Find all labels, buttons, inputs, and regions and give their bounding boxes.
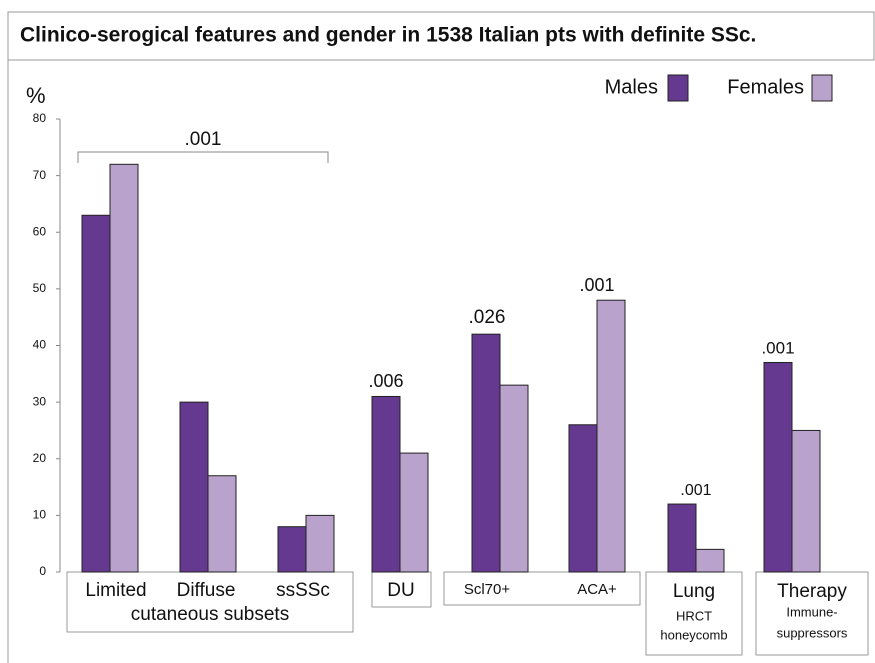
group-label: honeycomb [660,627,727,642]
bar [81,214,111,573]
bar [568,424,598,573]
annotation: .001 [761,338,794,357]
y-tick-label: 40 [33,338,47,352]
group-box [443,571,641,606]
bar [596,299,626,573]
annotation: .006 [368,371,403,391]
annotation: .001 [579,275,614,295]
annotation: .001 [185,129,222,150]
title-frame [7,11,875,61]
y-tick-label: 10 [33,508,47,522]
legend-label: Females [727,76,804,98]
bar [399,452,429,573]
chart-title: Clinico-serogical features and gender in… [20,24,756,47]
group-label: HRCT [676,608,712,623]
x-tick-label: Diffuse [177,580,236,601]
annotation: .001 [680,482,711,499]
x-tick-label: Scl70+ [464,581,511,598]
legend-swatch [811,74,833,102]
group-label: cutaneous subsets [131,604,289,625]
annotation: .026 [469,307,506,328]
x-tick-label: ACA+ [577,581,617,598]
x-tick-label: Lung [673,581,715,602]
bar [109,163,139,573]
x-tick-label: Therapy [777,581,847,602]
x-tick-label: DU [387,580,414,601]
bar [695,548,725,573]
bracket [77,151,329,163]
legend-swatch [667,74,689,102]
bar [667,503,697,573]
bar [471,333,501,573]
y-tick-label: 30 [33,394,47,408]
y-tick-label: 70 [33,168,47,182]
legend-label: Males [605,76,658,98]
y-tick-label: 60 [33,224,47,238]
bar [207,475,237,573]
x-tick-label: Limited [85,580,146,601]
y-tick-label: 0 [39,564,46,578]
y-tick-label: 80 [33,111,47,125]
bar [277,526,307,573]
y-tick-label: 20 [33,451,47,465]
x-tick-label: ssSSc [276,580,330,601]
bar [179,401,209,573]
bar [791,429,821,573]
y-tick-label: 50 [33,281,47,295]
bar [499,384,529,573]
y-axis-label: % [26,83,46,108]
group-label: suppressors [777,625,848,640]
bar [763,361,793,573]
bar [371,395,401,573]
group-label: Immune- [786,604,837,619]
bar [305,514,335,573]
